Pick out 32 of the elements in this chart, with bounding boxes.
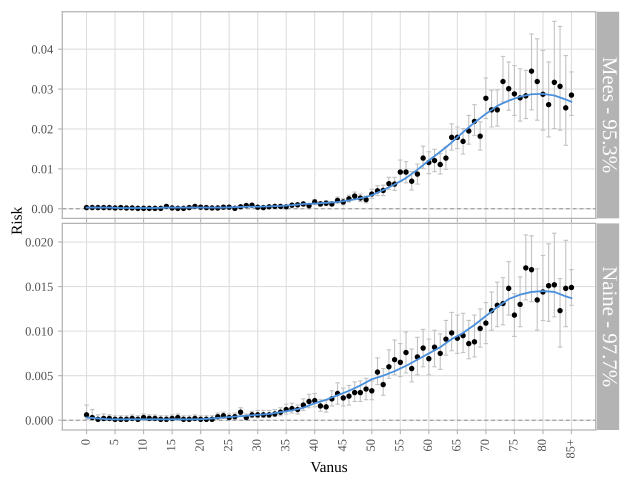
x-tick-label: 55 <box>395 440 404 451</box>
x-tick-label: 85+ <box>566 440 575 458</box>
y-tick-label: 0.010 <box>26 327 53 336</box>
y-tick-label: 0.015 <box>26 282 53 292</box>
x-tick-label: 65 <box>452 440 460 451</box>
x-tick-label: 5 <box>110 440 118 445</box>
y-tick-label: 0.02 <box>32 125 53 134</box>
x-tick-label: 70 <box>480 440 490 451</box>
x-tick-label: 45 <box>338 440 346 452</box>
y-tick-label: 0.000 <box>26 416 53 425</box>
x-axis-title: Vanus <box>310 462 348 472</box>
text: Naine - 97.7% <box>602 266 617 386</box>
x-tick-label: 30 <box>252 440 261 451</box>
x-tick-label: 50 <box>366 440 375 451</box>
y-tick-label: 0.01 <box>32 164 53 174</box>
x-tick-label: 25 <box>224 440 232 451</box>
y-axis-title: Risk <box>11 206 22 234</box>
x-tick-label: 0 <box>81 440 90 445</box>
x-tick-label: 15 <box>166 440 176 450</box>
x-tick-label: 40 <box>309 440 318 452</box>
text: Mees - 95.3% <box>602 57 617 172</box>
y-tick-label: 0.020 <box>26 238 53 247</box>
y-tick-label: 0.00 <box>32 204 53 214</box>
x-tick-label: 75 <box>509 440 518 451</box>
x-tick-label: 80 <box>538 440 546 452</box>
y-tick-label: 0.03 <box>32 85 53 94</box>
x-tick-label: 35 <box>280 440 290 451</box>
x-tick-label: 60 <box>424 440 432 451</box>
y-tick-label: 0.04 <box>32 45 54 54</box>
y-tick-label: 0.005 <box>26 372 53 380</box>
x-tick-label: 10 <box>138 440 147 450</box>
x-tick-label: 20 <box>195 440 204 451</box>
